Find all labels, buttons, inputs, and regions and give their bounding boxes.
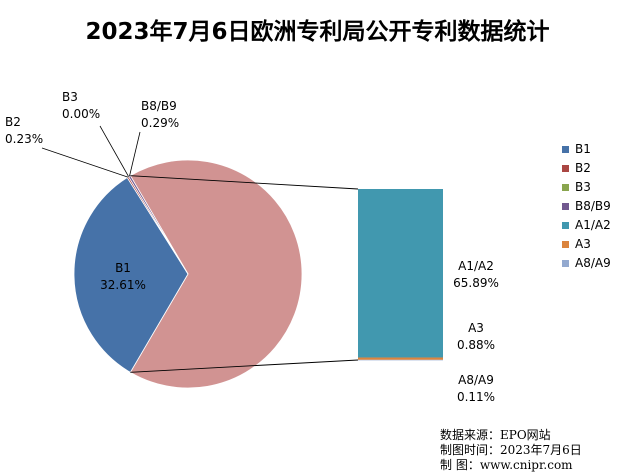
legend-label: B2 [575,161,591,175]
legend-item-b3: B3 [562,178,611,197]
data-label-value: 65.89% [453,276,499,290]
data-label-a3: A3 0.88% [457,321,495,352]
bar-segment-a3 [358,357,443,359]
legend-item-b1: B1 [562,140,611,159]
data-label-a8-a9: A8/A9 0.11% [457,373,495,404]
legend-swatch [562,241,569,248]
bar-segment-a1-a2 [358,189,443,357]
data-label-name: A8/A9 [458,373,494,387]
legend-label: A1/A2 [575,218,611,232]
data-label-a1-a2: A1/A2 65.89% [453,259,499,290]
legend-swatch [562,165,569,172]
legend-label: B8/B9 [575,199,611,213]
data-label-b3: B3 0.00% [62,90,100,121]
data-label-value: 0.00% [62,107,100,121]
legend-label: B1 [575,142,591,156]
legend-label: A8/A9 [575,256,611,270]
stacked-bar-group [358,189,443,360]
data-label-b2: B2 0.23% [5,115,43,146]
legend-swatch [562,222,569,229]
legend-label: B3 [575,180,591,194]
source-block: 数据来源：EPO网站 制图时间：2023年7月6日 制 图：www.cnipr.… [440,428,582,473]
legend: B1 B2 B3 B8/B9 A1/A2 A3 A8/A9 [562,140,611,273]
data-label-name: A1/A2 [458,259,494,273]
data-label-value: 0.29% [141,116,179,130]
data-label-value: 0.11% [457,390,495,404]
data-label-name: B2 [5,115,21,129]
data-label-value: 0.23% [5,132,43,146]
date-line: 制图时间：2023年7月6日 [440,443,582,458]
legend-swatch [562,146,569,153]
bar-segment-a8-a9 [358,360,443,361]
data-label-b8-b9: B8/B9 0.29% [141,99,179,130]
legend-item-b2: B2 [562,159,611,178]
source-line: 数据来源：EPO网站 [440,428,582,443]
data-label-name: B8/B9 [141,99,177,113]
data-label-name: A3 [468,321,484,335]
legend-item-b8-b9: B8/B9 [562,197,611,216]
leader-line-b8-b9 [130,132,140,176]
pie-group [74,160,302,388]
author-line: 制 图：www.cnipr.com [440,458,582,473]
data-label-value: 32.61% [100,278,146,292]
legend-label: A3 [575,237,591,251]
data-label-name: B3 [62,90,78,104]
legend-swatch [562,260,569,267]
legend-swatch [562,184,569,191]
legend-item-a3: A3 [562,235,611,254]
data-label-name: B1 [115,261,131,275]
legend-item-a8-a9: A8/A9 [562,254,611,273]
legend-item-a1-a2: A1/A2 [562,216,611,235]
legend-swatch [562,203,569,210]
data-label-value: 0.88% [457,338,495,352]
